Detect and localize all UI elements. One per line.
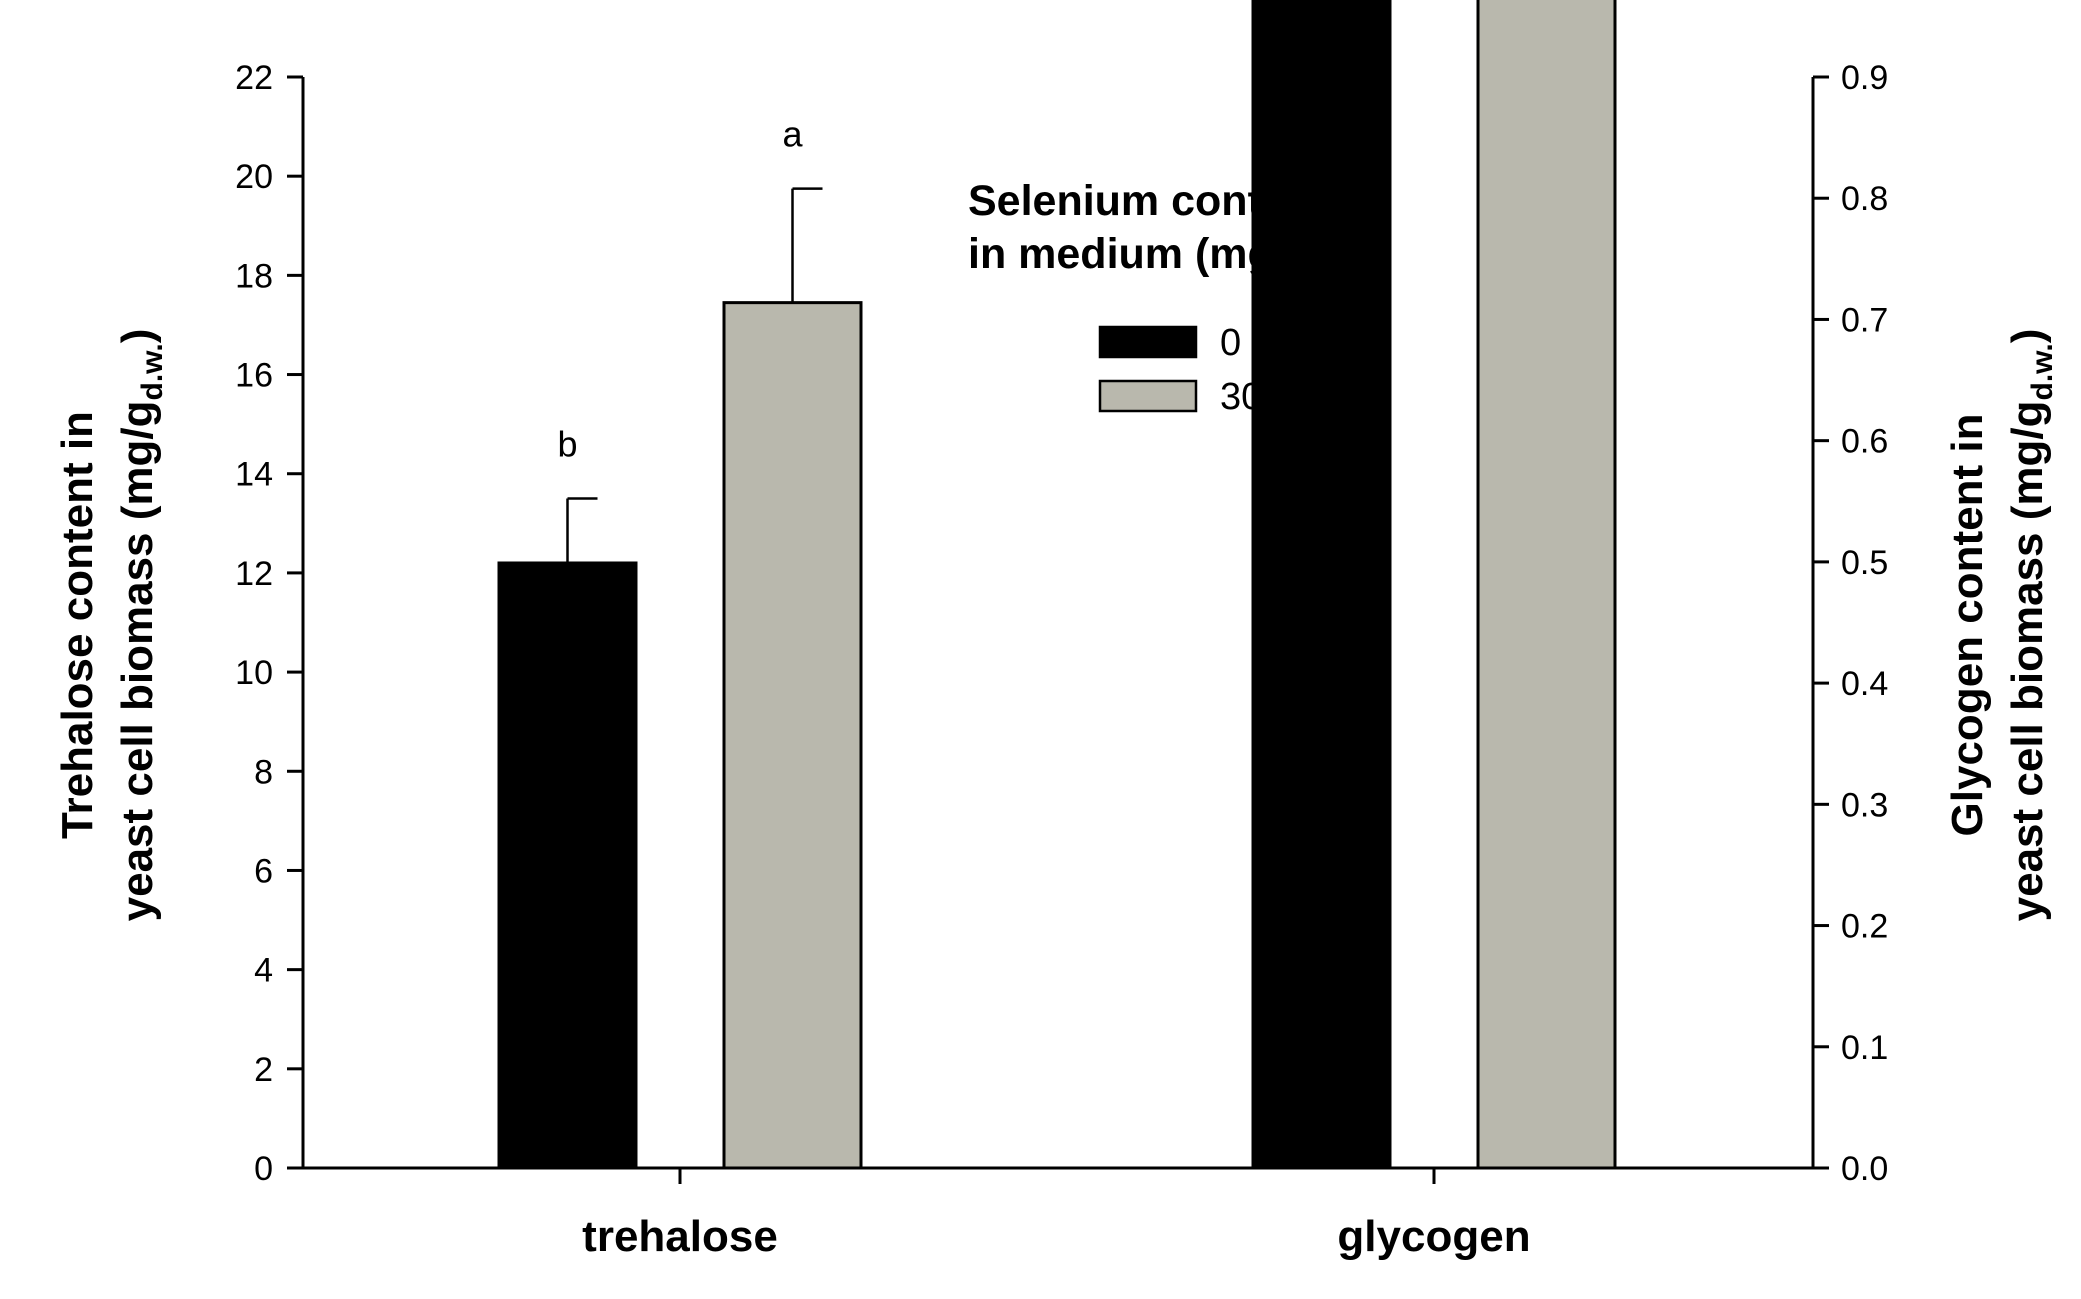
left-axis-tick-label: 18 [235, 257, 273, 295]
right-axis-tick-label: 0.7 [1841, 301, 1888, 339]
bars: baba [497, 0, 1617, 1170]
left-axis-tick-label: 10 [235, 654, 273, 692]
right-axis-tick-label: 0.3 [1841, 786, 1888, 824]
left-axis-title-end: ) [113, 329, 162, 344]
bar-glycogen-series-30 [1476, 0, 1617, 1170]
x-axis-category-label: glycogen [1337, 1212, 1530, 1261]
bar-trehalose-series-30 [722, 301, 863, 1170]
left-axis-title-line2: yeast cell biomass (mg/gd.w.) [113, 329, 169, 922]
significance-label: a [782, 114, 803, 155]
legend-swatch-30 [1098, 379, 1198, 413]
left-axis-title-line1: Trehalose content in [53, 411, 102, 839]
left-axis-tick-label: 6 [254, 852, 273, 890]
significance-label: b [557, 424, 577, 465]
left-axis-tick-label: 2 [254, 1051, 273, 1089]
right-axis-tick-label: 0.5 [1841, 544, 1888, 582]
right-axis-tick-label: 0.0 [1841, 1150, 1888, 1188]
bar-glycogen-series-0 [1251, 0, 1392, 1170]
left-axis-tick-label: 8 [254, 753, 273, 791]
left-axis-title-main: yeast cell biomass (mg/g [113, 401, 162, 922]
x-axis-category-label: trehalose [582, 1212, 778, 1261]
left-axis-tick-label: 12 [235, 555, 273, 593]
legend: 030 [1098, 322, 1262, 418]
left-axis-tick-label: 4 [254, 952, 273, 990]
left-axis-tick-label: 14 [235, 456, 273, 494]
right-axis-tick-label: 0.6 [1841, 423, 1888, 461]
right-axis-tick-label: 0.2 [1841, 908, 1888, 946]
right-axis-tick-label: 0.4 [1841, 665, 1888, 703]
right-axis-tick-label: 0.9 [1841, 59, 1888, 97]
right-y-axis: 0.0 0.1 0.2 0.3 0.4 0.5 0.6 0.7 0.8 0.9 [1813, 59, 1888, 1188]
left-axis-title-subscript: d.w. [136, 343, 169, 400]
x-axis: trehalose glycogen [582, 1168, 1531, 1261]
right-axis-title-line2: yeast cell biomass (mg/gd.w.) [2003, 329, 2059, 922]
right-axis-title-main: yeast cell biomass (mg/g [2003, 401, 2052, 922]
right-axis-title-line1: Glycogen content in [1943, 414, 1992, 837]
left-axis-tick-label: 0 [254, 1150, 273, 1188]
bar-trehalose-series-0 [497, 561, 638, 1170]
right-axis-tick-label: 0.1 [1841, 1029, 1888, 1067]
left-axis-tick-label: 16 [235, 357, 273, 395]
left-y-axis: 0 2 4 6 8 10 12 14 16 18 20 22 [235, 59, 303, 1188]
left-axis-tick-label: 20 [235, 158, 273, 196]
left-axis-tick-label: 22 [235, 59, 273, 97]
right-axis-title-subscript: d.w. [2026, 343, 2059, 400]
legend-title-line2: in medium (mg/L) [968, 230, 1326, 278]
legend-title-line1: Selenium content [968, 177, 1326, 225]
legend-label-30: 30 [1220, 376, 1262, 418]
right-axis-title-end: ) [2003, 329, 2052, 344]
legend-swatch-0 [1098, 325, 1198, 359]
legend-label-0: 0 [1220, 322, 1241, 364]
right-axis-tick-label: 0.8 [1841, 180, 1888, 218]
